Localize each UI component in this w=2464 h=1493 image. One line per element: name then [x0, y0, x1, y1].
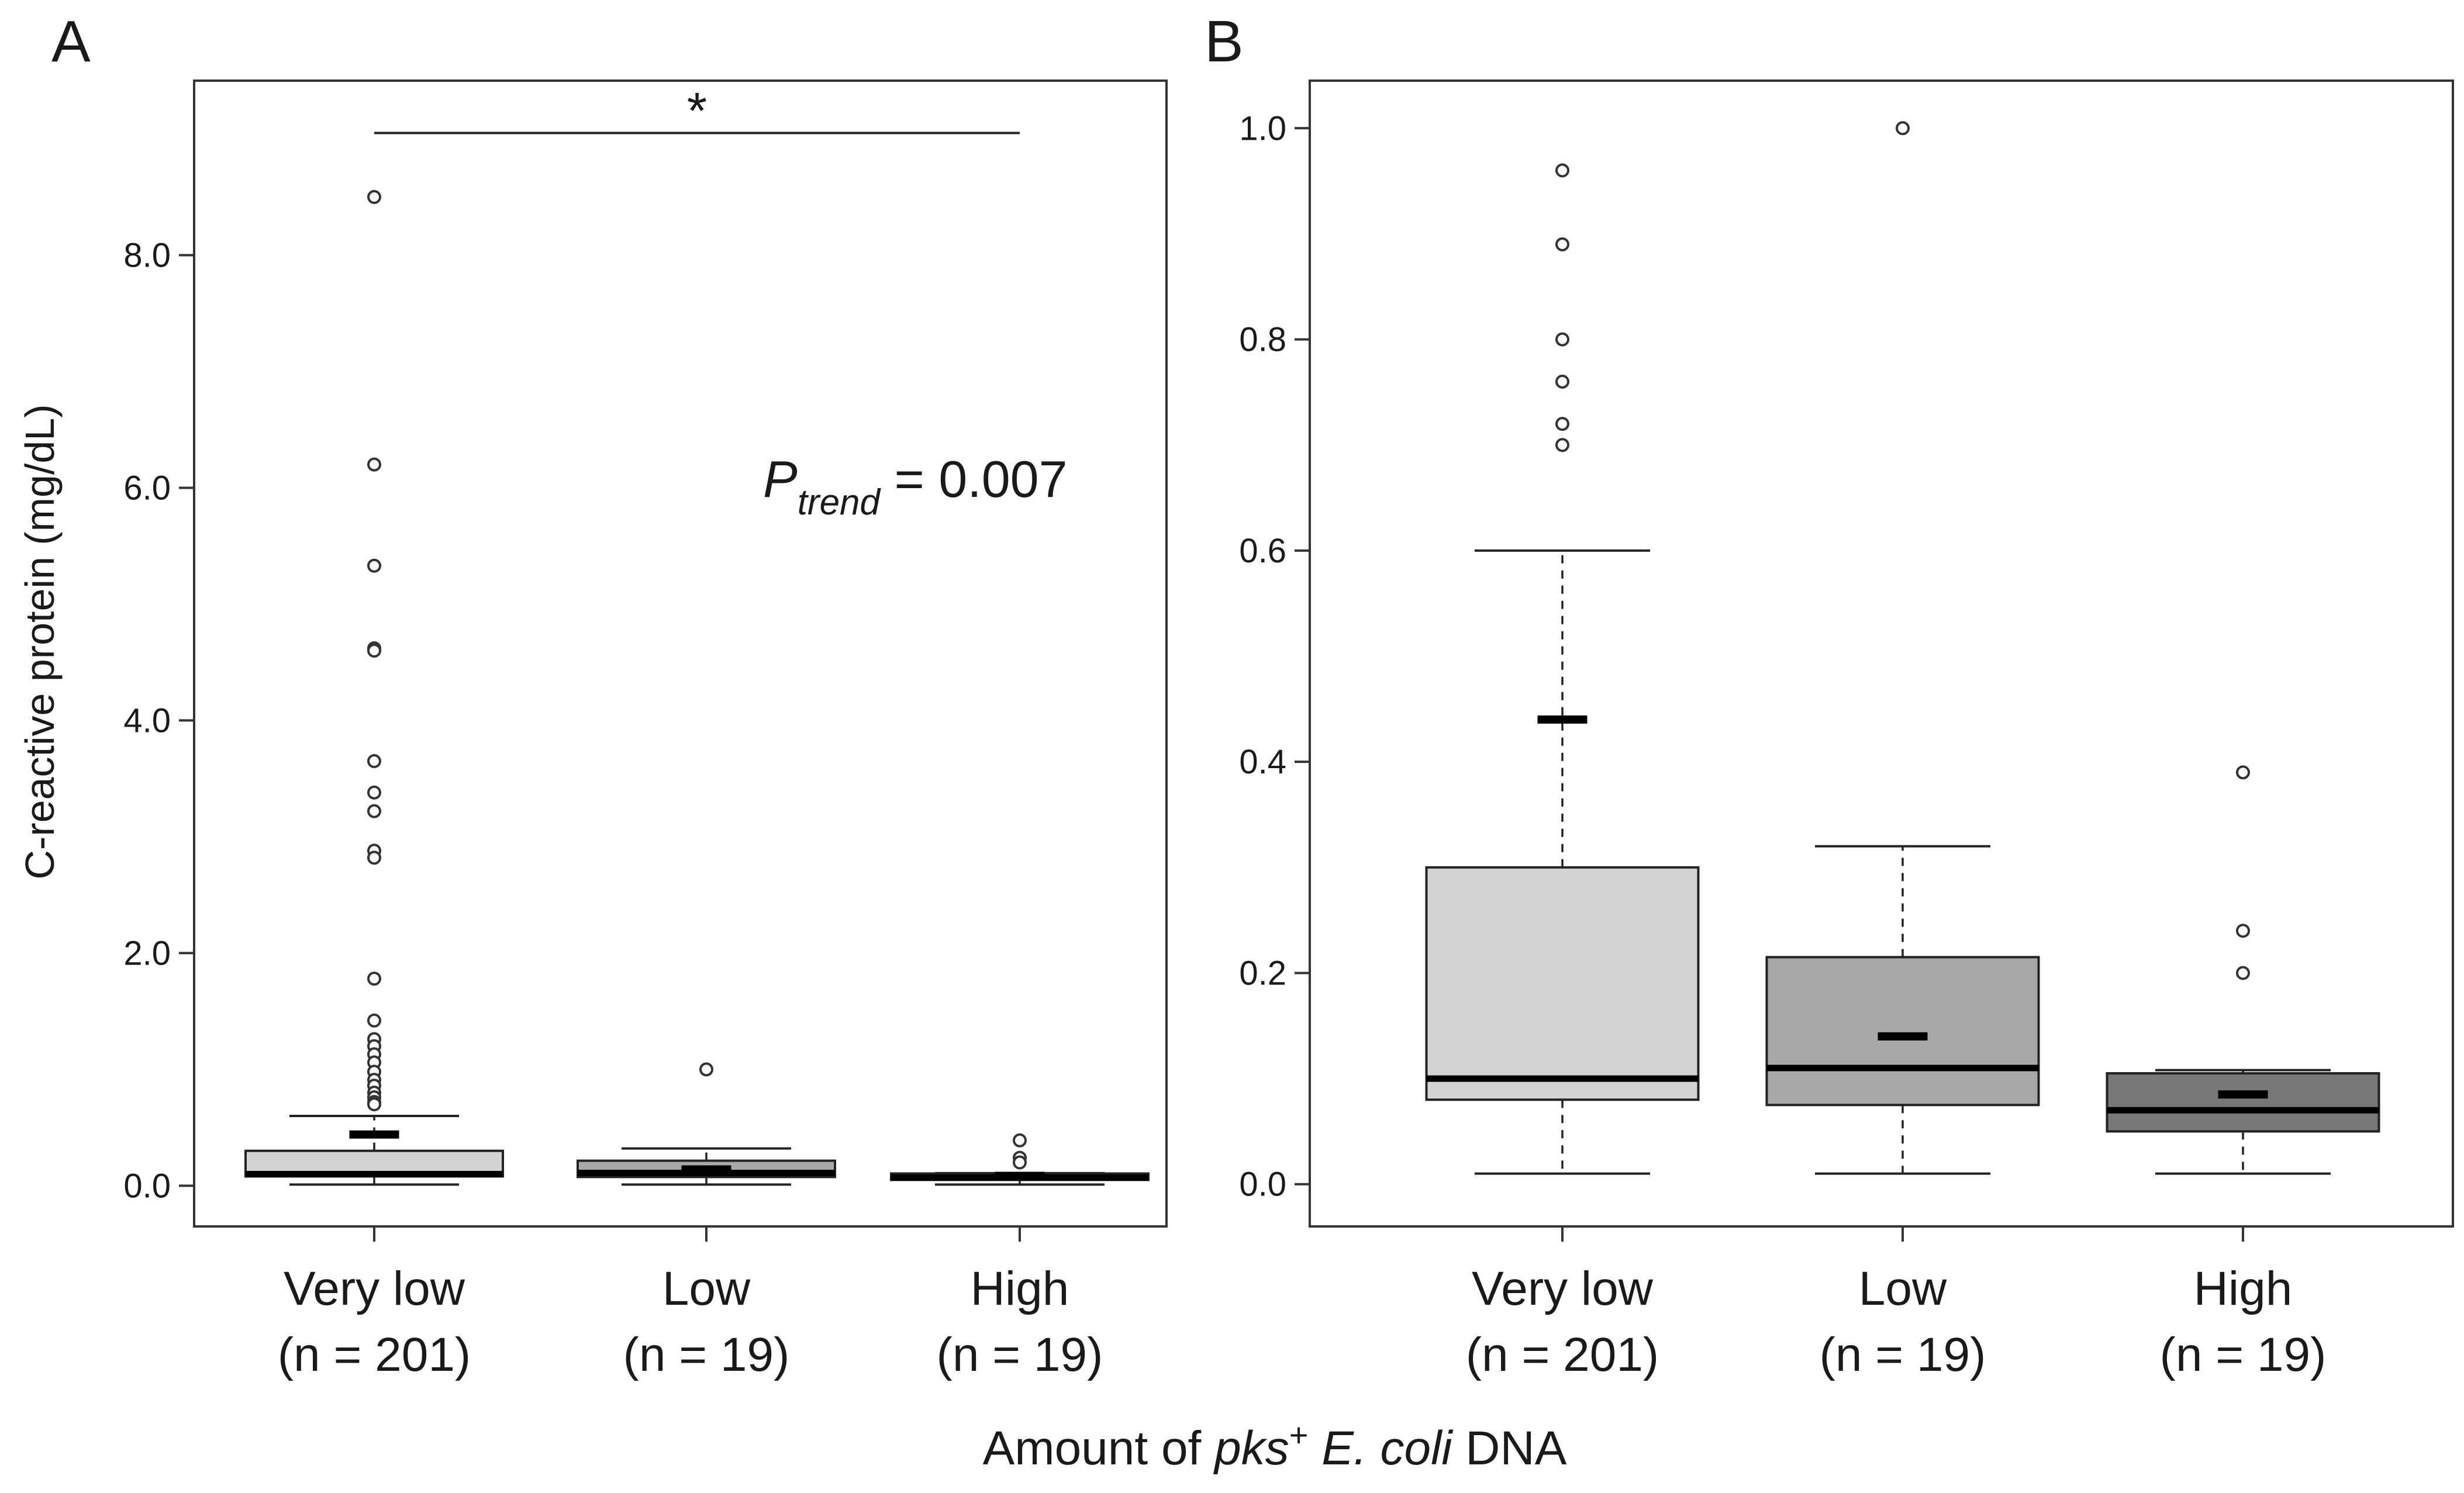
box-group-low — [577, 1062, 836, 1186]
outlier-point — [2236, 765, 2250, 780]
box-group-high — [2106, 765, 2380, 1175]
category-label: Very low — [284, 1262, 465, 1315]
box-iqr — [2106, 1072, 2380, 1133]
y-tick-label: 6.0 — [123, 469, 171, 507]
y-tick-label: 0.4 — [1239, 743, 1286, 781]
significance-star: * — [687, 82, 707, 140]
plot-frame — [1309, 80, 2454, 1228]
outlier-point — [367, 457, 381, 472]
outlier-point — [1555, 374, 1569, 389]
p-value: = 0.007 — [880, 450, 1068, 508]
x-axis-label-part: Amount of — [983, 1422, 1215, 1475]
outlier-point — [1555, 237, 1569, 251]
box-group-high — [890, 1133, 1150, 1186]
category-n-label: (n = 19) — [1820, 1328, 1986, 1381]
box-iqr — [1765, 956, 2040, 1107]
y-tick-label: 8.0 — [123, 236, 171, 274]
outlier-point — [1013, 1133, 1027, 1148]
outlier-point — [2236, 966, 2250, 980]
outlier-point — [367, 644, 381, 658]
outlier-point — [367, 1013, 381, 1028]
plot-frame — [193, 80, 1168, 1228]
outlier-point — [367, 1097, 381, 1112]
y-tick-label: 4.0 — [123, 701, 171, 739]
p-symbol: P — [763, 450, 798, 508]
panel-a: A 0.0 2.0 4.0 6.0 8.0 C-reactive protein (mg/d… — [17, 9, 1168, 1381]
outlier-point — [367, 558, 381, 573]
category-label: Very low — [1472, 1262, 1654, 1315]
box-iqr — [1425, 866, 1700, 1101]
outlier-point — [367, 804, 381, 818]
category-n-label: (n = 201) — [1466, 1328, 1659, 1381]
outlier-point — [1555, 438, 1569, 452]
outlier-point — [699, 1062, 713, 1077]
y-tick-label: 0.6 — [1239, 532, 1286, 570]
x-axis-label-part: + — [1289, 1416, 1309, 1453]
y-tick-label: 2.0 — [123, 934, 171, 972]
category-n-label: (n = 201) — [278, 1328, 471, 1381]
outlier-point — [1896, 121, 1910, 136]
panel-letter: A — [51, 9, 91, 74]
category-n-label: (n = 19) — [623, 1328, 790, 1381]
x-axis-label-part: DNA — [1452, 1422, 1567, 1475]
outlier-point — [367, 972, 381, 986]
y-tick-label: 0.2 — [1239, 954, 1286, 992]
x-axis-label-part: E. coli — [1308, 1422, 1454, 1475]
y-tick-label: 0.0 — [1239, 1166, 1286, 1204]
p-subscript: trend — [798, 482, 882, 523]
category-label: Low — [662, 1262, 751, 1315]
outlier-point — [1555, 417, 1569, 431]
outlier-point — [367, 785, 381, 800]
y-tick-label: 0.8 — [1239, 321, 1286, 359]
panel-b: B 0.0 0.2 0.4 0.6 0.8 1.0 Very low (n = 201) Low (… — [1205, 9, 2454, 1381]
category-label: High — [2194, 1262, 2293, 1315]
category-n-label: (n = 19) — [2160, 1328, 2327, 1381]
outlier-point — [1013, 1155, 1027, 1170]
y-axis-label: C-reactive protein (mg/dL) — [17, 404, 63, 879]
x-axis-label: Amount of pks+ E. coli DNA — [983, 1416, 1567, 1475]
box-group-very-low — [244, 189, 504, 1186]
outlier-point — [2236, 924, 2250, 938]
category-n-label: (n = 19) — [937, 1328, 1103, 1381]
y-tick-label: 0.0 — [123, 1167, 171, 1205]
outlier-point — [367, 851, 381, 865]
p-trend-annotation: Ptrend = 0.007 — [763, 450, 1068, 523]
outlier-point — [367, 189, 381, 204]
y-tick-label: 1.0 — [1239, 109, 1286, 147]
box-group-low — [1765, 121, 2040, 1175]
category-label: High — [971, 1262, 1069, 1315]
outlier-point — [1555, 332, 1569, 347]
x-axis-label-part: pks — [1213, 1422, 1289, 1475]
outlier-point — [1555, 163, 1569, 178]
category-label: Low — [1859, 1262, 1947, 1315]
box-group-very-low — [1425, 163, 1700, 1175]
panel-letter: B — [1205, 9, 1244, 74]
outlier-point — [367, 754, 381, 769]
